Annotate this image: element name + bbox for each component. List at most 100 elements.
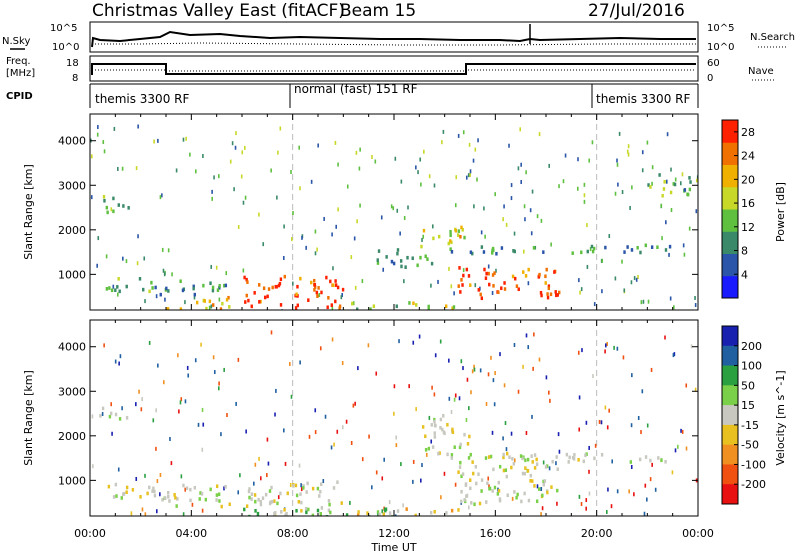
echo-cell bbox=[462, 273, 465, 278]
echo-cell bbox=[290, 169, 292, 174]
echo-cell bbox=[512, 461, 516, 466]
echo-cell bbox=[191, 502, 194, 507]
echo-cell bbox=[306, 481, 309, 486]
echo-cell bbox=[225, 297, 229, 302]
echo-cell bbox=[229, 159, 232, 164]
echo-cell bbox=[107, 484, 111, 489]
search-noise-line bbox=[92, 42, 696, 46]
echo-cell bbox=[598, 419, 601, 424]
echo-cell bbox=[184, 487, 187, 492]
echo-cell bbox=[279, 491, 282, 496]
echo-cell bbox=[533, 466, 537, 470]
echo-cell bbox=[679, 181, 682, 186]
echo-cell bbox=[106, 210, 109, 215]
echo-cell bbox=[510, 183, 513, 188]
echo-cell bbox=[491, 273, 495, 277]
echo-cell bbox=[649, 185, 652, 189]
echo-cell bbox=[531, 460, 534, 464]
echo-cell bbox=[253, 291, 256, 295]
echo-cell bbox=[180, 474, 183, 479]
echo-cell bbox=[601, 258, 604, 263]
echo-cell bbox=[666, 132, 669, 137]
echo-cell bbox=[359, 147, 361, 152]
echo-cell bbox=[443, 471, 446, 476]
echo-cell bbox=[263, 295, 267, 300]
echo-cell bbox=[396, 208, 399, 213]
echo-cell bbox=[395, 443, 398, 448]
echo-cell bbox=[654, 487, 657, 492]
echo-cell bbox=[459, 234, 462, 239]
echo-cell bbox=[198, 497, 201, 501]
echo-cell bbox=[487, 264, 490, 269]
echo-cell bbox=[430, 439, 433, 444]
echo-cell bbox=[469, 169, 472, 174]
echo-cell bbox=[592, 246, 596, 251]
echo-cell bbox=[135, 476, 138, 481]
echo-cell bbox=[460, 499, 463, 504]
echo-cell bbox=[442, 430, 446, 434]
echo-cell bbox=[292, 281, 294, 286]
echo-cell bbox=[694, 303, 697, 308]
echo-cell bbox=[556, 501, 558, 506]
echo-cell bbox=[544, 281, 547, 285]
echo-cell bbox=[513, 249, 516, 254]
echo-cell bbox=[332, 486, 336, 490]
echo-cell bbox=[382, 512, 385, 516]
echo-cell bbox=[477, 138, 479, 143]
echo-cell bbox=[305, 510, 308, 515]
beam-title: Beam 15 bbox=[340, 1, 416, 21]
echo-cell bbox=[361, 457, 364, 462]
echo-cell bbox=[616, 162, 619, 167]
echo-cell bbox=[433, 435, 437, 439]
echo-cell bbox=[592, 374, 594, 379]
echo-cell bbox=[467, 456, 471, 460]
echo-cell bbox=[314, 229, 317, 234]
echo-cell bbox=[450, 453, 454, 457]
echo-cell bbox=[454, 228, 458, 233]
echo-cell bbox=[201, 447, 204, 452]
echo-cell bbox=[209, 281, 212, 286]
echo-cell bbox=[591, 249, 595, 254]
colorbar-swatch bbox=[722, 444, 738, 465]
echo-cell bbox=[520, 180, 523, 185]
echo-cell bbox=[515, 284, 519, 288]
echo-cell bbox=[341, 287, 345, 292]
echo-cell bbox=[674, 177, 677, 182]
echo-cell bbox=[194, 358, 197, 363]
echo-cell bbox=[695, 209, 698, 214]
echo-cell bbox=[338, 306, 341, 310]
echo-cell bbox=[462, 366, 464, 371]
x-tick-label: 08:00 bbox=[277, 527, 309, 540]
echo-cell bbox=[369, 307, 372, 310]
colorbar-tick-label: -200 bbox=[741, 478, 766, 491]
sky-noise-line bbox=[91, 30, 696, 48]
echo-cell bbox=[441, 140, 443, 145]
echo-cell bbox=[516, 492, 519, 497]
y-tick-label: 1000 bbox=[58, 474, 86, 487]
echo-cell bbox=[259, 299, 262, 304]
echo-cell bbox=[341, 425, 344, 430]
echo-cell bbox=[218, 499, 221, 503]
echo-cell bbox=[311, 513, 315, 516]
velocity-panel-frame bbox=[89, 319, 699, 517]
echo-cell bbox=[529, 473, 533, 478]
echo-cell bbox=[471, 460, 474, 464]
echo-cell bbox=[267, 461, 270, 466]
echo-cell bbox=[186, 365, 189, 370]
echo-cell bbox=[541, 506, 544, 511]
echo-cell bbox=[450, 410, 453, 415]
echo-cell bbox=[245, 293, 248, 298]
nsky-label: N.Sky bbox=[2, 36, 30, 47]
echo-cell bbox=[135, 402, 137, 407]
echo-cell bbox=[167, 289, 170, 293]
echo-cell bbox=[527, 498, 531, 503]
echo-cell bbox=[484, 456, 488, 460]
echo-cell bbox=[340, 295, 343, 300]
echo-cell bbox=[223, 283, 226, 288]
echo-cell bbox=[125, 416, 129, 420]
echo-cell bbox=[547, 284, 551, 289]
echo-cell bbox=[641, 150, 644, 155]
power-y-label: Slant Range [km] bbox=[22, 164, 35, 260]
echo-cell bbox=[118, 417, 122, 421]
echo-cell bbox=[215, 498, 218, 502]
